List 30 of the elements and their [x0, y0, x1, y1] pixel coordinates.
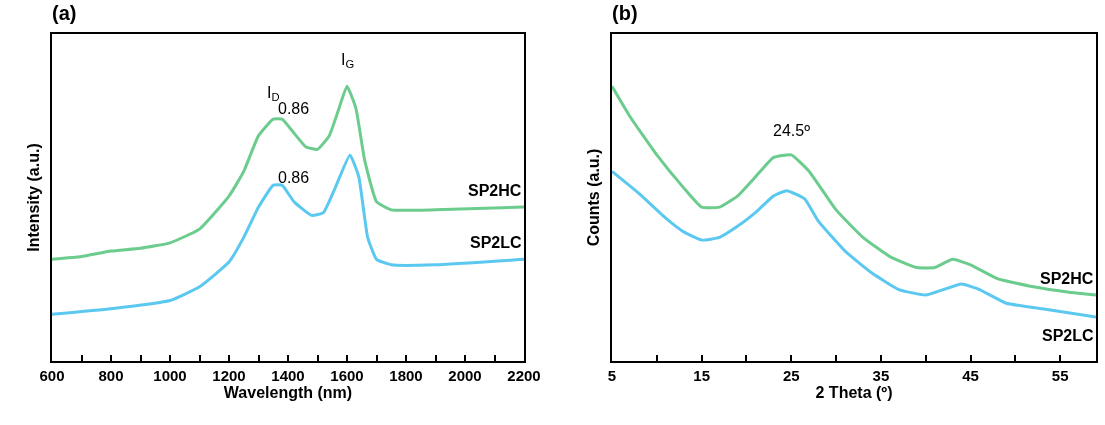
- x-tick-label: 35: [872, 367, 890, 384]
- annotation: 0.86: [278, 169, 310, 186]
- x-tick-label: 1800: [389, 367, 423, 384]
- x-tick-label: 600: [39, 367, 65, 384]
- x-tick-label: 1200: [212, 367, 246, 384]
- x-tick-label: 15: [693, 367, 710, 384]
- series-label: SP2HC: [468, 182, 522, 199]
- annotation: I$_{D}$: [267, 84, 280, 104]
- annotation: 24.5º: [773, 122, 811, 139]
- x-tick-label: 1000: [153, 367, 187, 384]
- annotation: 0.86: [278, 100, 310, 117]
- x-tick-label: 55: [1051, 367, 1069, 384]
- x-tick-label: 1400: [271, 367, 305, 384]
- y-axis-title: Intensity (a.u.): [25, 143, 43, 252]
- x-tick-label: 800: [98, 367, 124, 384]
- x-axis-title: 2 Theta (º): [815, 384, 893, 401]
- annotation: I$_{G}$: [341, 51, 355, 71]
- x-axis-title: Wavelength (nm): [223, 384, 353, 401]
- y-axis-title: Counts (a.u.): [585, 148, 603, 247]
- chart-title: (b): [612, 2, 638, 25]
- series-label: SP2HC: [1040, 270, 1094, 287]
- x-tick-label: 5: [607, 367, 617, 384]
- x-tick-label: 25: [782, 367, 800, 384]
- x-tick-label: 2000: [448, 367, 482, 384]
- series-label: SP2LC: [1042, 327, 1095, 344]
- chart-title: (a): [52, 2, 77, 25]
- x-tick-label: 1600: [330, 367, 364, 384]
- x-tick-label: 2200: [507, 367, 541, 384]
- x-tick-label: 45: [962, 367, 979, 384]
- series-label: SP2LC: [470, 234, 523, 251]
